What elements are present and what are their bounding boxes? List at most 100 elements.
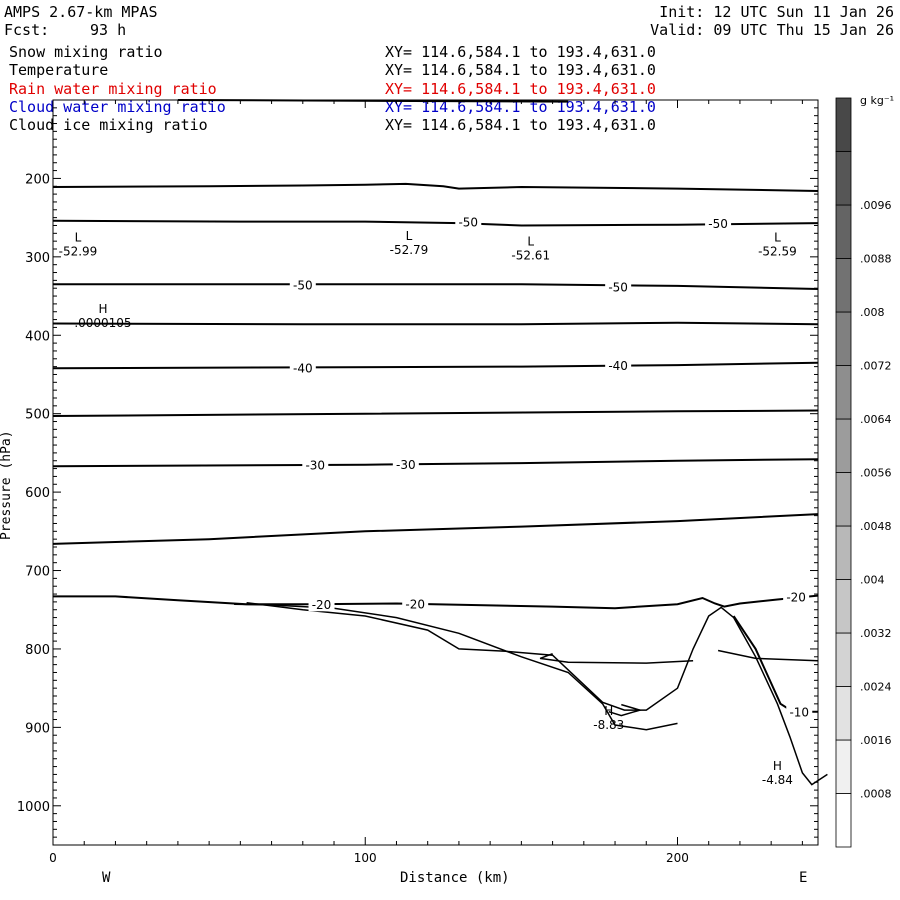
y-tick-label: 300 <box>25 251 50 266</box>
extremum-value: -52.61 <box>511 248 550 262</box>
contour-label-bg <box>455 214 482 229</box>
contour-label-bg <box>308 597 335 612</box>
contour-label: -50 <box>293 278 313 292</box>
isotherm-line <box>732 615 818 713</box>
extremum-value: -4.84 <box>762 773 793 787</box>
contour-label-bg <box>605 279 632 294</box>
plot-area: 200 300 400 500 600 700 800 900 1000 0 100 200 -50 -5… <box>17 99 828 865</box>
colorbar-swatch <box>835 311 852 366</box>
contour-label-bg <box>289 360 316 375</box>
extremum-low-marker: L <box>75 231 82 245</box>
y-tick-label: 400 <box>25 329 50 344</box>
contour-label: -20 <box>312 598 332 612</box>
isotherm-line <box>52 458 819 468</box>
contour-label-bg <box>289 277 316 292</box>
colorbar-swatch <box>835 632 852 687</box>
field-xy-cloud-water: XY= 114.6,584.1 to 193.4,631.0 <box>385 98 656 116</box>
cloud-contour <box>717 649 819 662</box>
colorbar-swatch <box>835 97 852 152</box>
init-time: Init: 12 UTC Sun 11 Jan 26 <box>659 3 894 21</box>
field-name-rain: Rain water mixing ratio <box>9 80 217 98</box>
extremum-value: -52.99 <box>59 245 98 259</box>
contour-label: -40 <box>608 359 628 373</box>
field-xy-temperature: XY= 114.6,584.1 to 193.4,631.0 <box>385 61 656 79</box>
colorbar-tick-label: .0008 <box>860 788 892 801</box>
cloud-contour <box>608 703 643 717</box>
isotherm-line <box>52 219 819 227</box>
extremum-value: .0000105 <box>74 316 131 330</box>
y-tick-label: 800 <box>25 643 50 658</box>
x-tick-label: 100 <box>354 851 377 865</box>
extremum-high-marker: H <box>98 302 107 316</box>
colorbar-swatch <box>835 418 852 473</box>
isotherm-line <box>53 594 819 610</box>
colorbar-tick-label: .004 <box>860 574 885 587</box>
y-tick-label: 700 <box>25 565 50 580</box>
field-name-snow: Snow mixing ratio <box>9 43 163 61</box>
x-axis-label: Distance (km) <box>400 870 510 886</box>
contour-label: -20 <box>786 590 806 604</box>
east-label: E <box>799 870 807 886</box>
contour-label: -10 <box>789 706 809 720</box>
contour-label-bg <box>605 358 632 373</box>
colorbar-tick-label: .0072 <box>860 360 892 373</box>
contour-label-bg <box>783 589 810 604</box>
isotherm-line <box>52 409 819 417</box>
contour-label-bg <box>786 704 813 719</box>
field-name-cloud-ice: Cloud ice mixing ratio <box>9 116 208 134</box>
field-name-cloud-water: Cloud water mixing ratio <box>9 98 226 116</box>
west-label: W <box>102 870 111 886</box>
colorbar-tick-label: .0032 <box>860 627 892 640</box>
extremum-high-marker: H <box>604 704 613 718</box>
y-axis-label: Pressure (hPa) <box>0 430 14 540</box>
colorbar-swatch <box>835 739 852 794</box>
field-xy-rain: XY= 114.6,584.1 to 193.4,631.0 <box>385 80 656 98</box>
extremum-value: -8.83 <box>593 718 624 732</box>
contour-label: -30 <box>396 458 416 472</box>
x-tick-label: 0 <box>49 851 57 865</box>
valid-time: Valid: 09 UTC Thu 15 Jan 26 <box>650 21 894 39</box>
top-contour <box>177 99 569 103</box>
extremum-low-marker: L <box>774 231 781 245</box>
extremum-low-marker: L <box>527 234 534 248</box>
colorbar-tick-label: .0016 <box>860 734 892 747</box>
isotherm-line <box>52 182 819 192</box>
contour-label: -50 <box>608 281 628 295</box>
field-name-temperature: Temperature <box>9 61 109 79</box>
contour-label: -50 <box>458 216 478 230</box>
colorbar-swatch <box>835 579 852 634</box>
colorbar-swatch <box>835 525 852 580</box>
y-tick-label: 600 <box>25 486 50 501</box>
colorbar-tick-label: .008 <box>860 306 885 319</box>
contour-label-bg <box>392 456 419 471</box>
extremum-value: -52.59 <box>758 245 797 259</box>
colorbar-tick-label: .0088 <box>860 253 892 266</box>
colorbar-tick-label: .0024 <box>860 681 892 694</box>
colorbar-swatch <box>835 472 852 527</box>
extremum-low-marker: L <box>406 229 413 243</box>
colorbar-units: g kg⁻¹ <box>860 94 894 107</box>
field-xy-snow: XY= 114.6,584.1 to 193.4,631.0 <box>385 43 656 61</box>
isotherm-line <box>52 361 819 370</box>
extremum-value: -52.79 <box>390 243 429 257</box>
colorbar-swatch <box>835 258 852 313</box>
contour-label-bg <box>705 216 732 231</box>
colorbar-tick-label: .0056 <box>860 467 892 480</box>
colorbar-swatch <box>835 793 852 848</box>
contour-label: -30 <box>305 459 325 473</box>
contour-label: -40 <box>293 361 313 375</box>
colorbar-tick-label: .0048 <box>860 520 892 533</box>
cloud-contour <box>539 652 694 664</box>
cloud-contour <box>246 601 828 786</box>
colorbar-tick-label: .0096 <box>860 199 892 212</box>
extremum-high-marker: H <box>773 759 782 773</box>
colorbar-swatch <box>835 365 852 420</box>
contour-label-bg <box>302 457 329 472</box>
colorbar: .0008 .0016 .0024 .0032 .004 .0048 .0056 .0064.… <box>835 97 892 848</box>
forecast-label: Fcst: <box>4 21 50 39</box>
colorbar-swatch <box>835 686 852 741</box>
y-tick-label: 500 <box>25 408 50 423</box>
colorbar-swatch <box>835 151 852 206</box>
isotherm-line <box>52 513 819 545</box>
